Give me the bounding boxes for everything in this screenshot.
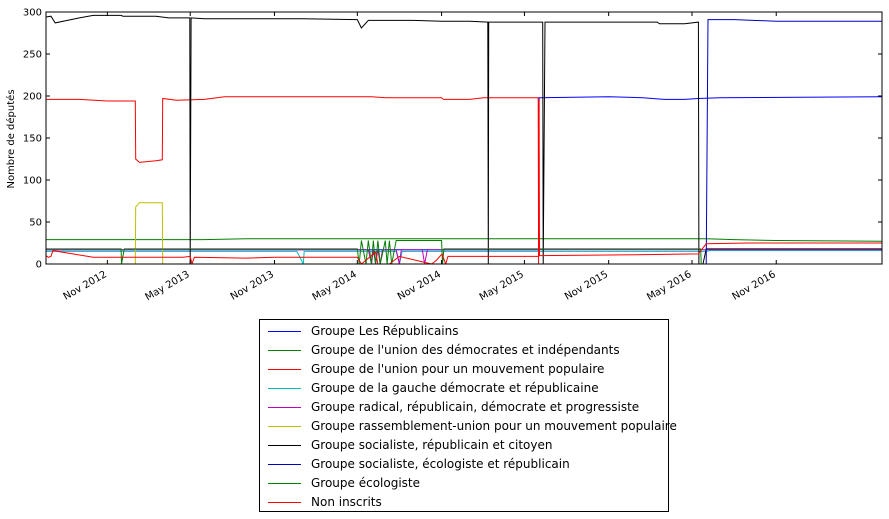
legend-item: Groupe de la gauche démocrate et républi…	[260, 379, 668, 398]
y-axis: 0 50 100 150 200 250 300	[23, 8, 882, 271]
series-line-2	[46, 238, 882, 242]
legend-item: Groupe rassemblement-union pour un mouve…	[260, 417, 677, 436]
legend-item: Groupe écologiste	[260, 474, 668, 493]
y-tick-label: 100	[23, 176, 42, 187]
x-tick-label: May 2015	[478, 269, 526, 303]
legend-swatch	[268, 407, 301, 408]
legend-label: Groupe de l'union pour un mouvement popu…	[311, 362, 605, 376]
y-tick-label: 200	[23, 92, 42, 103]
legend-swatch	[268, 464, 301, 465]
y-tick-label: 150	[23, 134, 42, 145]
x-tick-label: Nov 2016	[731, 269, 778, 303]
legend-label: Non inscrits	[311, 495, 382, 509]
legend-label: Groupe de l'union des démocrates et indé…	[311, 343, 620, 357]
legend-swatch	[268, 502, 301, 503]
legend-label: Groupe écologiste	[311, 476, 421, 490]
series-line-10	[46, 100, 882, 264]
x-tick-label: Nov 2015	[563, 269, 610, 303]
legend-label: Groupe de la gauche démocrate et républi…	[311, 381, 599, 395]
legend-swatch	[268, 369, 301, 370]
legend-item: Groupe de l'union pour un mouvement popu…	[260, 360, 668, 379]
x-tick-label: May 2016	[645, 269, 693, 303]
legend-label: Groupe socialiste, républicain et citoye…	[311, 438, 553, 452]
legend-item: Groupe socialiste, républicain et citoye…	[260, 436, 668, 455]
y-tick-label: 300	[23, 8, 42, 19]
plot-area	[45, 11, 883, 265]
legend-item: Groupe radical, républicain, démocrate e…	[260, 398, 668, 417]
legend-swatch	[268, 483, 301, 484]
legend-swatch	[268, 445, 301, 446]
series-line-1	[46, 96, 882, 251]
legend-item: Groupe socialiste, écologiste et républi…	[260, 455, 668, 474]
x-axis: Nov 2012 May 2013 Nov 2013 May 2014 Nov 2014…	[62, 12, 778, 303]
plot-frame	[45, 11, 883, 265]
legend-label: Groupe Les Républicains	[311, 324, 459, 338]
series-line-9	[46, 240, 882, 264]
series-line-4	[46, 250, 882, 264]
y-tick-label: 0	[36, 260, 42, 271]
legend-swatch	[268, 388, 301, 389]
series-line-6	[134, 202, 164, 264]
x-tick-label: Nov 2012	[62, 269, 109, 303]
legend: Groupe Les Républicains Groupe de l'union…	[259, 319, 677, 512]
x-tick-label: Nov 2014	[396, 269, 443, 303]
legend-item: Non inscrits	[260, 493, 668, 512]
series-line-7	[46, 14, 882, 264]
y-tick-label: 50	[29, 218, 42, 229]
legend-item: Groupe Les Républicains	[260, 322, 668, 341]
legend-label: Groupe socialiste, écologiste et républi…	[311, 457, 570, 471]
y-axis-label: Nombre de députés	[5, 89, 17, 188]
legend-swatch	[268, 331, 301, 332]
legend-item: Groupe de l'union des démocrates et indé…	[260, 341, 668, 360]
series-line-8	[705, 19, 882, 264]
x-tick-label: Nov 2013	[229, 269, 276, 303]
x-tick-label: May 2014	[311, 269, 359, 303]
legend-label: Groupe rassemblement-union pour un mouve…	[311, 419, 677, 433]
legend-swatch	[268, 350, 301, 351]
legend-label: Groupe radical, républicain, démocrate e…	[311, 400, 640, 414]
y-tick-label: 250	[23, 50, 42, 61]
legend-swatch	[268, 426, 301, 427]
x-tick-label: May 2013	[144, 269, 192, 303]
